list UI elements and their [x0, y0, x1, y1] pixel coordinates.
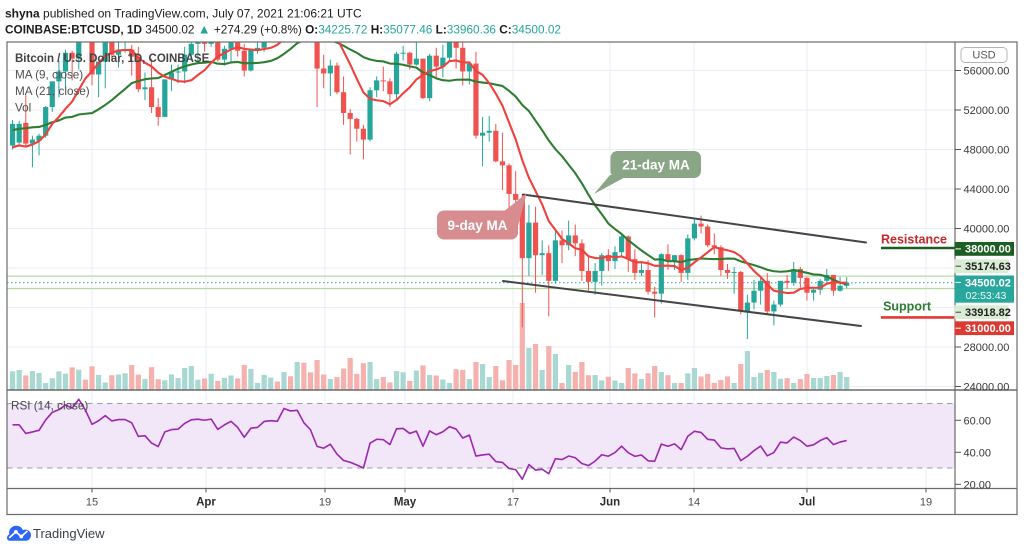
svg-text:44000.00: 44000.00: [964, 184, 1010, 196]
svg-text:TradingView: TradingView: [33, 526, 105, 541]
svg-text:MA (9, close): MA (9, close): [15, 69, 83, 82]
svg-text:31000.00: 31000.00: [965, 323, 1011, 335]
svg-text:15: 15: [86, 497, 98, 509]
svg-text:Support: Support: [883, 300, 932, 314]
svg-text:21-day MA: 21-day MA: [622, 158, 690, 173]
svg-text:28000.00: 28000.00: [964, 342, 1010, 354]
svg-text:48000.00: 48000.00: [964, 145, 1010, 157]
svg-text:60.00: 60.00: [964, 415, 992, 427]
svg-text:14: 14: [688, 497, 700, 509]
svg-text:Jul: Jul: [799, 497, 816, 509]
svg-text:COINBASE:BTCUSD, 1D 34500.02: COINBASE:BTCUSD, 1D 34500.02 ▲ +274.29 (…: [5, 22, 561, 37]
svg-text:33918.82: 33918.82: [965, 307, 1011, 319]
svg-text:May: May: [394, 497, 417, 509]
svg-text:Resistance: Resistance: [881, 233, 947, 247]
svg-text:38000.00: 38000.00: [965, 244, 1011, 256]
svg-text:40000.00: 40000.00: [964, 224, 1010, 236]
svg-text:24000.00: 24000.00: [964, 382, 1010, 394]
svg-text:02:53:43: 02:53:43: [966, 290, 1007, 302]
svg-text:RSI (14, close): RSI (14, close): [11, 400, 88, 413]
svg-text:40.00: 40.00: [964, 447, 992, 459]
svg-text:34500.02: 34500.02: [965, 278, 1011, 290]
svg-text:35174.63: 35174.63: [965, 261, 1011, 273]
svg-text:shyna published on TradingView: shyna published on TradingView.com, July…: [5, 7, 362, 21]
svg-text:Jun: Jun: [600, 497, 620, 509]
svg-text:19: 19: [920, 497, 932, 509]
svg-text:MA (21, close): MA (21, close): [15, 85, 90, 98]
svg-text:Apr: Apr: [196, 497, 216, 509]
svg-text:Vol: Vol: [15, 102, 31, 115]
svg-text:9-day MA: 9-day MA: [447, 218, 507, 233]
svg-text:Bitcoin / U.S. Dollar, 1D, COI: Bitcoin / U.S. Dollar, 1D, COINBASE: [15, 53, 210, 65]
svg-text:17: 17: [507, 497, 519, 509]
svg-text:USD: USD: [972, 50, 995, 62]
svg-text:52000.00: 52000.00: [964, 105, 1010, 117]
svg-text:20.00: 20.00: [964, 479, 992, 491]
svg-text:56000.00: 56000.00: [964, 66, 1010, 78]
svg-text:19: 19: [319, 497, 331, 509]
